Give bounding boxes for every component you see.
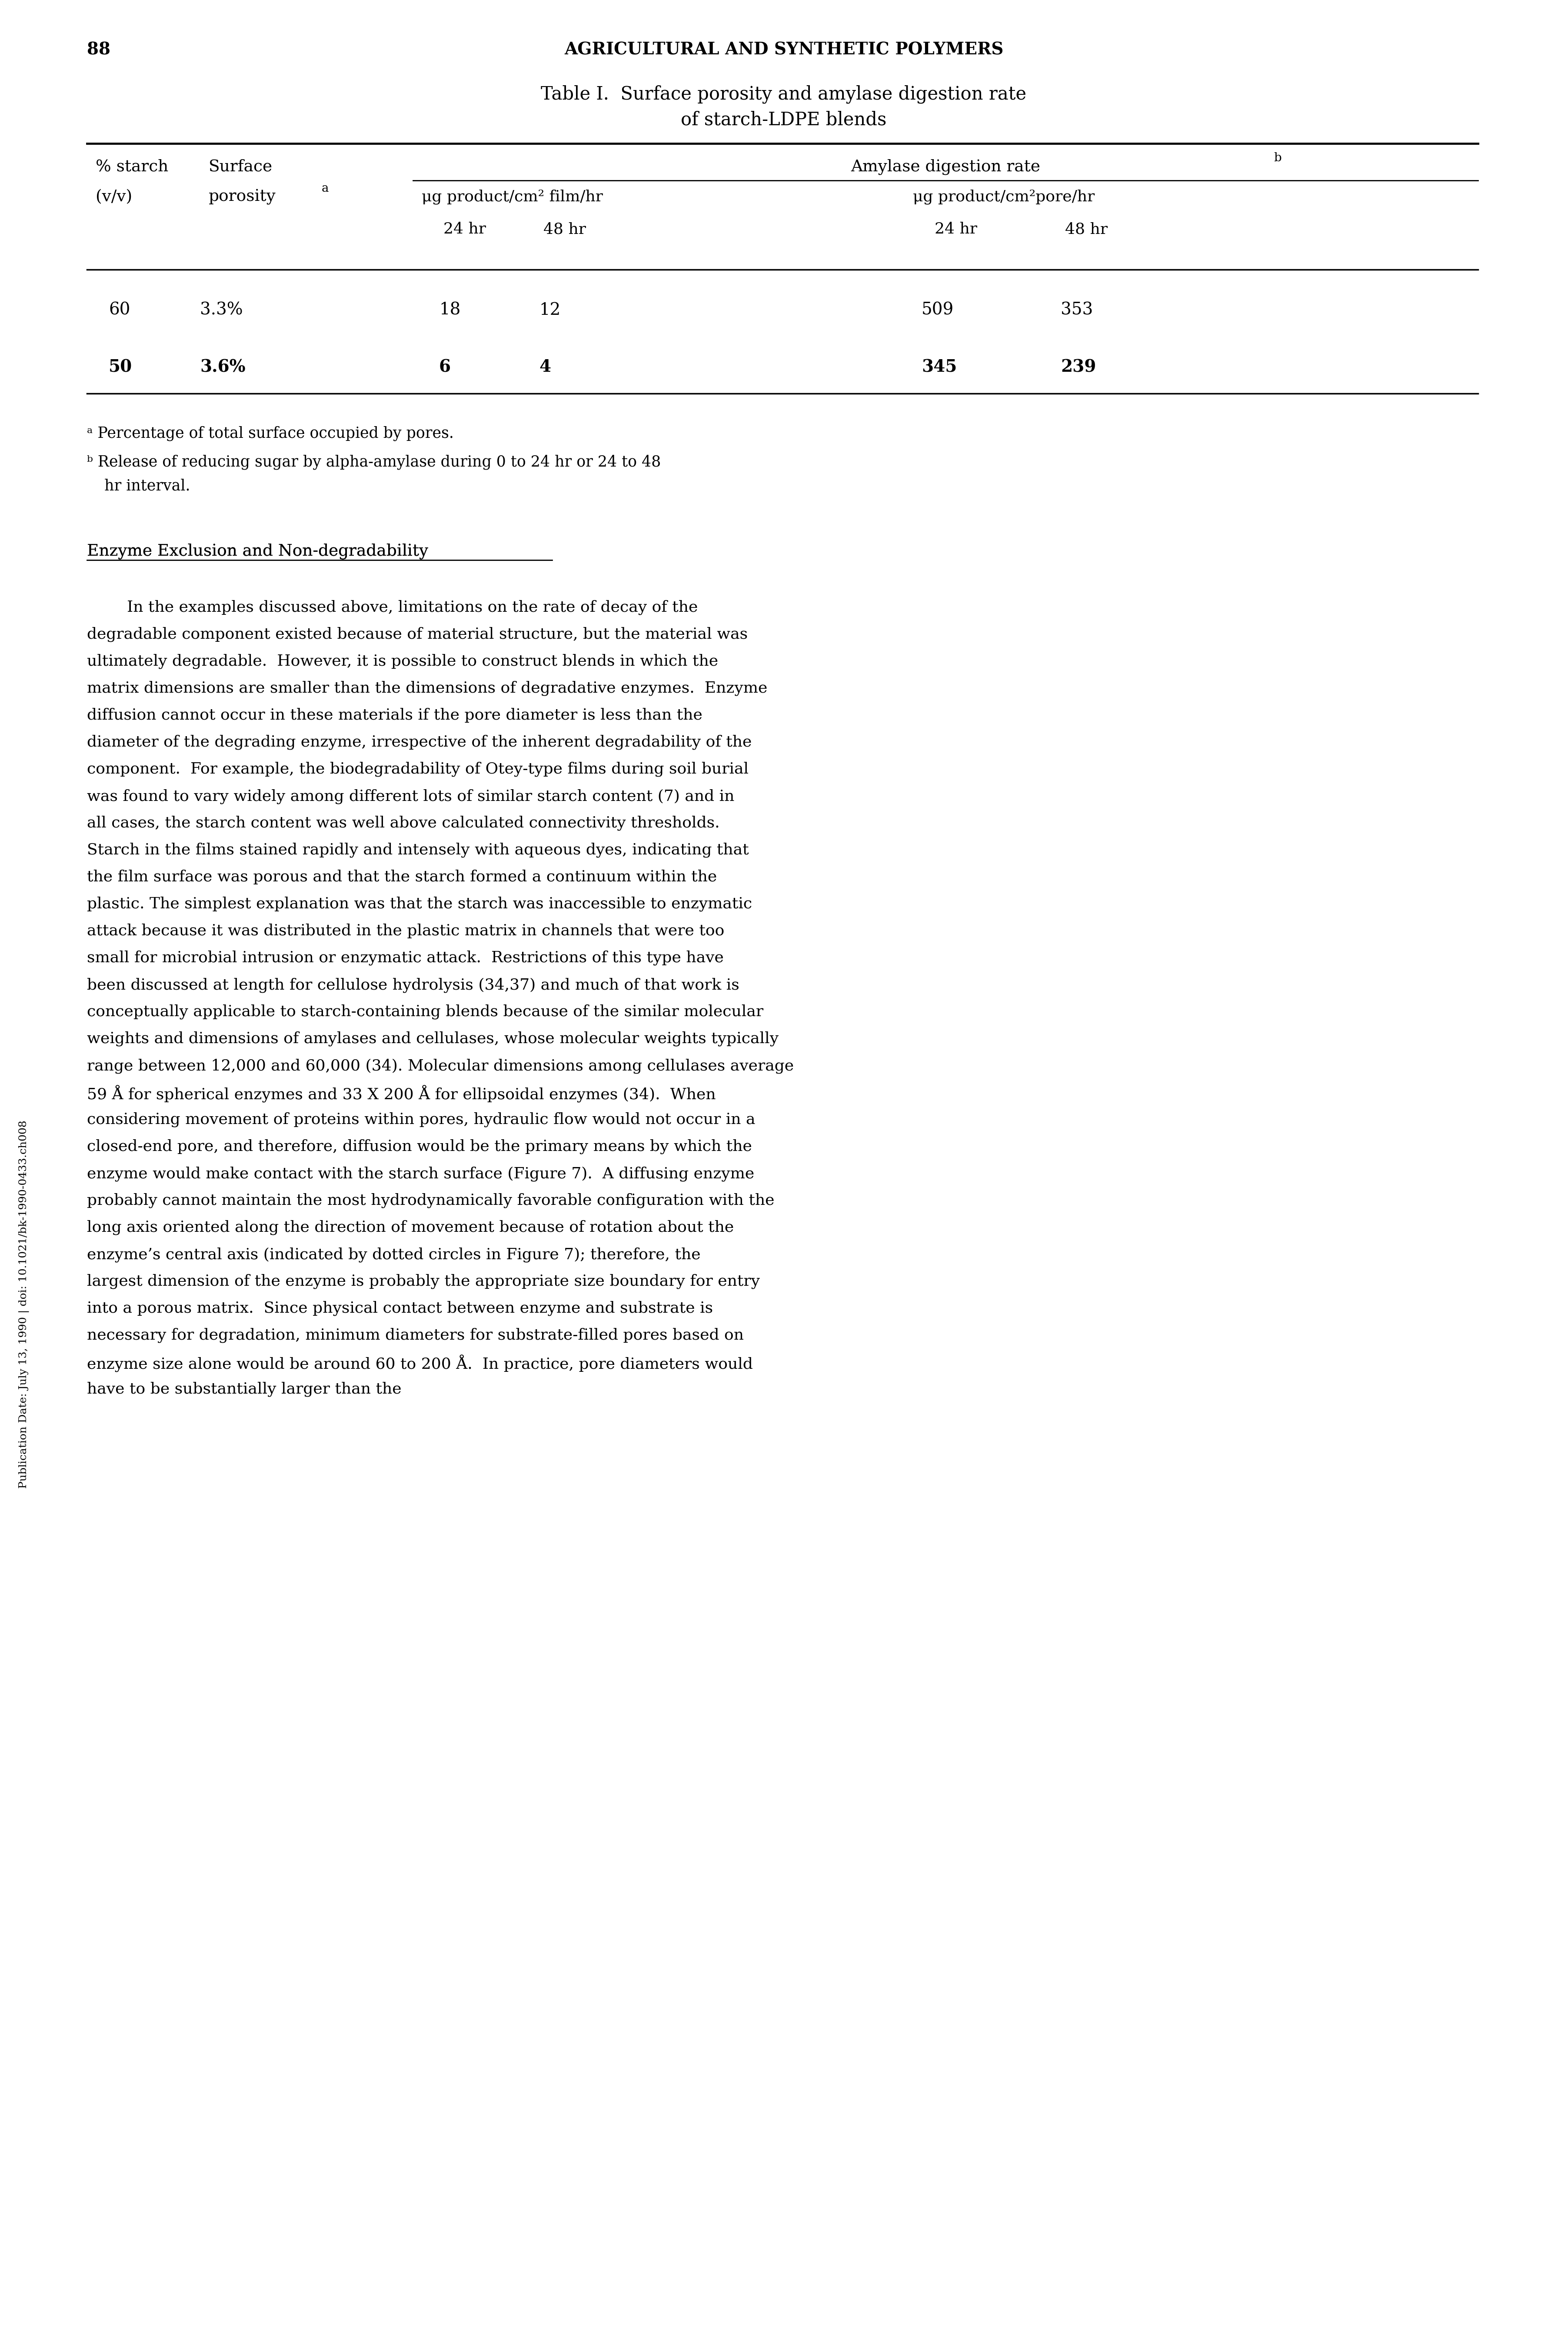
- Text: all cases, the starch content was well above calculated connectivity thresholds.: all cases, the starch content was well a…: [86, 815, 720, 831]
- Text: 239: 239: [1060, 359, 1096, 376]
- Text: largest dimension of the enzyme is probably the appropriate size boundary for en: largest dimension of the enzyme is proba…: [86, 1275, 760, 1289]
- Text: μg product/cm² film/hr: μg product/cm² film/hr: [422, 190, 604, 204]
- Text: ultimately degradable.  However, it is possible to construct blends in which the: ultimately degradable. However, it is po…: [86, 655, 718, 669]
- Text: matrix dimensions are smaller than the dimensions of degradative enzymes.  Enzym: matrix dimensions are smaller than the d…: [86, 681, 767, 695]
- Text: enzyme’s central axis (indicated by dotted circles in Figure 7); therefore, the: enzyme’s central axis (indicated by dott…: [86, 1247, 701, 1263]
- Text: 345: 345: [922, 359, 956, 376]
- Text: diameter of the degrading enzyme, irrespective of the inherent degradability of : diameter of the degrading enzyme, irresp…: [86, 735, 751, 749]
- Text: ᵃ Percentage of total surface occupied by pores.: ᵃ Percentage of total surface occupied b…: [86, 425, 453, 441]
- Text: weights and dimensions of amylases and cellulases, whose molecular weights typic: weights and dimensions of amylases and c…: [86, 1031, 779, 1047]
- Text: component.  For example, the biodegradability of Otey-type films during soil bur: component. For example, the biodegradabi…: [86, 761, 748, 777]
- Text: long axis oriented along the direction of movement because of rotation about the: long axis oriented along the direction o…: [86, 1221, 734, 1235]
- Text: 6: 6: [439, 359, 452, 376]
- Text: enzyme would make contact with the starch surface (Figure 7).  A diffusing enzym: enzyme would make contact with the starc…: [86, 1167, 754, 1181]
- Text: 50: 50: [108, 359, 132, 376]
- Text: ᵇ Release of reducing sugar by alpha-amylase during 0 to 24 hr or 24 to 48: ᵇ Release of reducing sugar by alpha-amy…: [86, 456, 662, 470]
- Text: Publication Date: July 13, 1990 | doi: 10.1021/bk-1990-0433.ch008: Publication Date: July 13, 1990 | doi: 1…: [19, 1120, 30, 1489]
- Text: 24 hr: 24 hr: [935, 221, 977, 237]
- Text: of starch-LDPE blends: of starch-LDPE blends: [681, 110, 886, 129]
- Text: 88: 88: [86, 42, 110, 59]
- Text: 59 Å for spherical enzymes and 33 X 200 Å for ellipsoidal enzymes (34).  When: 59 Å for spherical enzymes and 33 X 200 …: [86, 1085, 717, 1104]
- Text: μg product/cm²pore/hr: μg product/cm²pore/hr: [913, 190, 1094, 204]
- Text: (v/v): (v/v): [96, 190, 132, 204]
- Text: been discussed at length for cellulose hydrolysis (34,37) and much of that work : been discussed at length for cellulose h…: [86, 977, 740, 993]
- Text: enzyme size alone would be around 60 to 200 Å.  In practice, pore diameters woul: enzyme size alone would be around 60 to …: [86, 1355, 753, 1371]
- Text: the film surface was porous and that the starch formed a continuum within the: the film surface was porous and that the…: [86, 869, 717, 885]
- Text: probably cannot maintain the most hydrodynamically favorable configuration with : probably cannot maintain the most hydrod…: [86, 1193, 775, 1209]
- Text: attack because it was distributed in the plastic matrix in channels that were to: attack because it was distributed in the…: [86, 923, 724, 939]
- Text: 48 hr: 48 hr: [544, 221, 586, 237]
- Text: into a porous matrix.  Since physical contact between enzyme and substrate is: into a porous matrix. Since physical con…: [86, 1301, 713, 1315]
- Text: Enzyme Exclusion and Non-degradability: Enzyme Exclusion and Non-degradability: [86, 542, 428, 559]
- Text: considering movement of proteins within pores, hydraulic flow would not occur in: considering movement of proteins within …: [86, 1113, 756, 1127]
- Text: necessary for degradation, minimum diameters for substrate-filled pores based on: necessary for degradation, minimum diame…: [86, 1329, 743, 1343]
- Text: 12: 12: [539, 303, 560, 319]
- Text: was found to vary widely among different lots of similar starch content (7) and : was found to vary widely among different…: [86, 789, 734, 803]
- Text: Enzyme Exclusion and Non-degradability: Enzyme Exclusion and Non-degradability: [86, 542, 428, 559]
- Text: plastic. The simplest explanation was that the starch was inaccessible to enzyma: plastic. The simplest explanation was th…: [86, 897, 753, 911]
- Text: hr interval.: hr interval.: [105, 479, 190, 493]
- Text: porosity: porosity: [209, 190, 276, 204]
- Text: In the examples discussed above, limitations on the rate of decay of the: In the examples discussed above, limitat…: [86, 601, 698, 615]
- Text: conceptually applicable to starch-containing blends because of the similar molec: conceptually applicable to starch-contai…: [86, 1005, 764, 1019]
- Text: a: a: [321, 183, 329, 195]
- Text: small for microbial intrusion or enzymatic attack.  Restrictions of this type ha: small for microbial intrusion or enzymat…: [86, 951, 724, 965]
- Text: 3.3%: 3.3%: [201, 303, 243, 319]
- Text: Amylase digestion rate: Amylase digestion rate: [851, 160, 1040, 174]
- Text: AGRICULTURAL AND SYNTHETIC POLYMERS: AGRICULTURAL AND SYNTHETIC POLYMERS: [564, 42, 1004, 59]
- Text: 353: 353: [1060, 303, 1093, 319]
- Text: 3.6%: 3.6%: [201, 359, 246, 376]
- Text: 18: 18: [439, 303, 461, 319]
- Text: have to be substantially larger than the: have to be substantially larger than the: [86, 1383, 401, 1397]
- Text: 4: 4: [539, 359, 550, 376]
- Text: Surface: Surface: [209, 160, 273, 174]
- Text: Table I.  Surface porosity and amylase digestion rate: Table I. Surface porosity and amylase di…: [541, 85, 1027, 103]
- Text: 60: 60: [108, 303, 130, 319]
- Text: closed-end pore, and therefore, diffusion would be the primary means by which th: closed-end pore, and therefore, diffusio…: [86, 1139, 753, 1155]
- Text: 24 hr: 24 hr: [444, 221, 486, 237]
- Text: % starch: % starch: [96, 160, 168, 174]
- Text: 48 hr: 48 hr: [1065, 221, 1107, 237]
- Text: range between 12,000 and 60,000 (34). Molecular dimensions among cellulases aver: range between 12,000 and 60,000 (34). Mo…: [86, 1059, 793, 1073]
- Text: diffusion cannot occur in these materials if the pore diameter is less than the: diffusion cannot occur in these material…: [86, 707, 702, 723]
- Text: 509: 509: [922, 303, 953, 319]
- Text: degradable component existed because of material structure, but the material was: degradable component existed because of …: [86, 627, 748, 641]
- Text: Starch in the films stained rapidly and intensely with aqueous dyes, indicating : Starch in the films stained rapidly and …: [86, 843, 750, 857]
- Text: b: b: [1273, 153, 1281, 164]
